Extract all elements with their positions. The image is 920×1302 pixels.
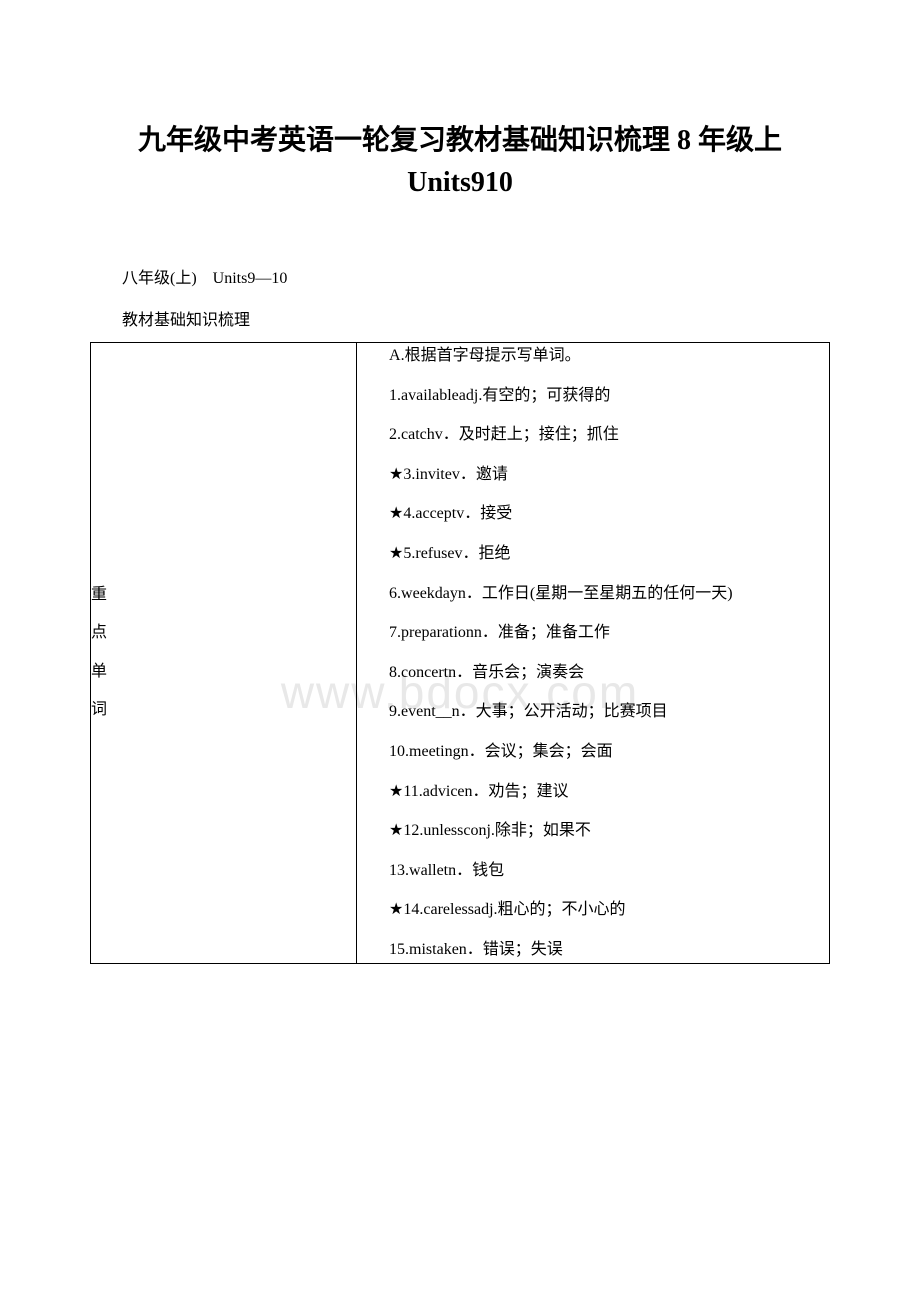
subtitle-section: 教材基础知识梳理 [90,306,830,330]
vocabulary-table: 重 点 单 词 A.根据首字母提示写单词。 1.availableadj.有空的… [90,342,830,964]
vocab-item: 6.weekdayn．工作日(星期一至星期五的任何一天) [357,581,829,607]
vocab-item: ★11.advicen．劝告；建议 [357,779,829,805]
vocab-item: ★5.refusev．拒绝 [357,541,829,567]
table-row: 重 点 单 词 A.根据首字母提示写单词。 1.availableadj.有空的… [91,343,830,964]
vocab-item: 8.concertn．音乐会；演奏会 [357,660,829,686]
vocab-item: 1.availableadj.有空的；可获得的 [357,383,829,409]
category-char-1: 重 [91,576,356,614]
document-title: 九年级中考英语一轮复习教材基础知识梳理 8 年级上 Units910 [90,120,830,204]
vocab-item: 7.preparationn．准备；准备工作 [357,620,829,646]
vocab-item: 13.walletn．钱包 [357,858,829,884]
vocab-item: ★4.acceptv．接受 [357,501,829,527]
vocab-item: 10.meetingn．会议；集会；会面 [357,739,829,765]
category-char-2: 点 [91,614,356,652]
content-cell: A.根据首字母提示写单词。 1.availableadj.有空的；可获得的 2.… [357,343,830,964]
category-char-3: 单 [91,653,356,691]
category-cell: 重 点 单 词 [91,343,357,964]
vocab-item: ★12.unlessconj.除非；如果不 [357,818,829,844]
title-line-2: Units910 [407,167,513,198]
vocab-item: 15.mistaken．错误；失误 [357,937,829,963]
vocab-item: ★14.carelessadj.粗心的；不小心的 [357,897,829,923]
subtitle-grade: 八年级(上) Units9—10 [90,264,830,288]
vocab-item: 9.event__n．大事；公开活动；比赛项目 [357,699,829,725]
document-page: 九年级中考英语一轮复习教材基础知识梳理 8 年级上 Units910 八年级(上… [0,0,920,1004]
category-char-4: 词 [91,691,356,729]
vocab-item: 2.catchv．及时赶上；接住；抓住 [357,422,829,448]
vocab-item: ★3.invitev．邀请 [357,462,829,488]
title-line-1: 九年级中考英语一轮复习教材基础知识梳理 8 年级上 [138,125,782,156]
section-heading: A.根据首字母提示写单词。 [357,343,829,369]
